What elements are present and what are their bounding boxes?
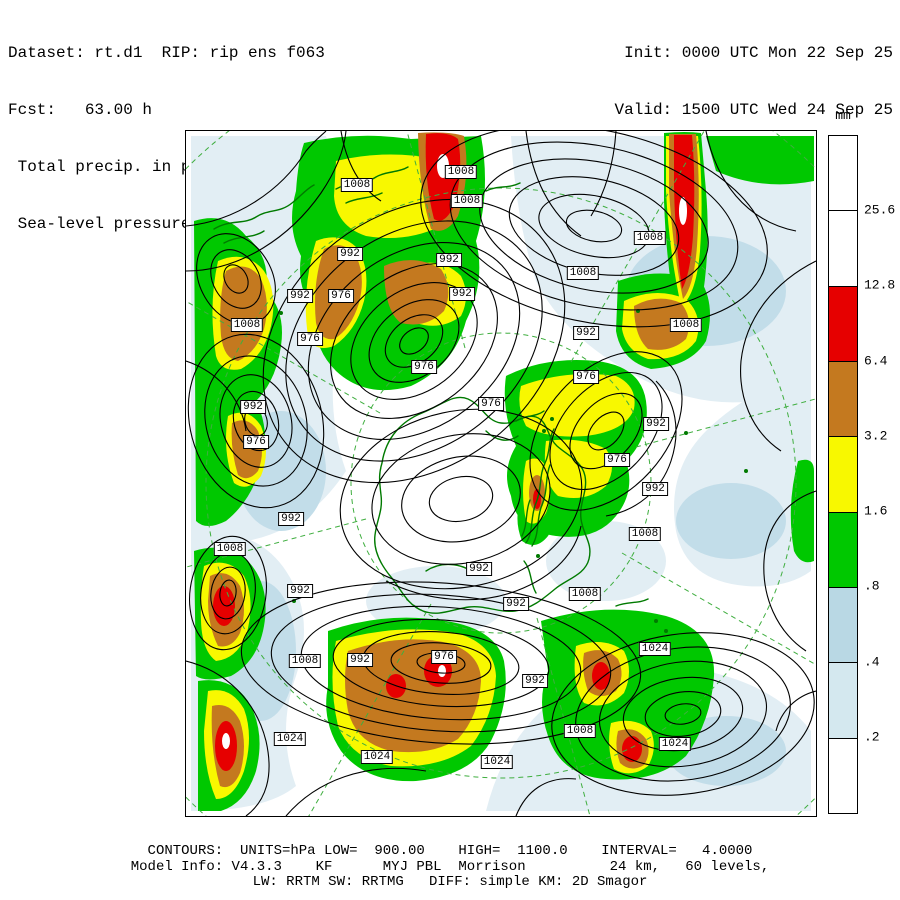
colorbar-tick-label: 25.6 bbox=[864, 202, 896, 218]
colorbar-tick-label: .8 bbox=[864, 578, 880, 594]
colorbar-segment bbox=[829, 286, 857, 362]
colorbar-segment bbox=[829, 211, 857, 287]
colorbar-bar bbox=[828, 135, 858, 814]
colorbar-tick-label: .4 bbox=[864, 654, 880, 670]
map-frame bbox=[185, 130, 817, 817]
colorbar-segment bbox=[829, 663, 857, 739]
valid-time-line: Valid: 1500 UTC Wed 24 Sep 25 bbox=[614, 101, 893, 119]
colorbar-segment bbox=[829, 361, 857, 438]
colorbar-segment bbox=[829, 136, 857, 212]
dataset-line: Dataset: rt.d1 RIP: rip ens f063 bbox=[8, 44, 325, 62]
footer-block: CONTOURS: UNITS=hPa LOW= 900.00 HIGH= 11… bbox=[0, 843, 900, 891]
colorbar-tick-label: .2 bbox=[864, 729, 880, 745]
init-time-line: Init: 0000 UTC Mon 22 Sep 25 bbox=[624, 44, 893, 62]
colorbar-tick-label: 12.8 bbox=[864, 277, 896, 293]
forecast-hour-line: Fcst: 63.00 h bbox=[8, 101, 153, 119]
contours-info-line: CONTOURS: UNITS=hPa LOW= 900.00 HIGH= 11… bbox=[147, 843, 753, 859]
pressure-contours bbox=[186, 131, 816, 816]
header-right-block: Init: 0000 UTC Mon 22 Sep 25 Valid: 1500… bbox=[615, 6, 893, 196]
precip-pressure-map bbox=[186, 131, 816, 816]
colorbar-segment bbox=[829, 512, 857, 588]
colorbar-tick-label: 1.6 bbox=[864, 503, 888, 519]
colorbar-tick-label: 6.4 bbox=[864, 353, 888, 369]
model-info-line: Model Info: V4.3.3 KF MYJ PBL Morrison 2… bbox=[130, 858, 770, 875]
colorbar-segment bbox=[829, 738, 857, 813]
colorbar-segment bbox=[829, 437, 857, 513]
colorbar-segment bbox=[829, 587, 857, 664]
colorbar-unit-label: mm bbox=[835, 108, 851, 123]
colorbar-tick-label: 3.2 bbox=[864, 428, 888, 444]
physics-info-line: LW: RRTM SW: RRTMG DIFF: simple KM: 2D S… bbox=[252, 874, 648, 890]
